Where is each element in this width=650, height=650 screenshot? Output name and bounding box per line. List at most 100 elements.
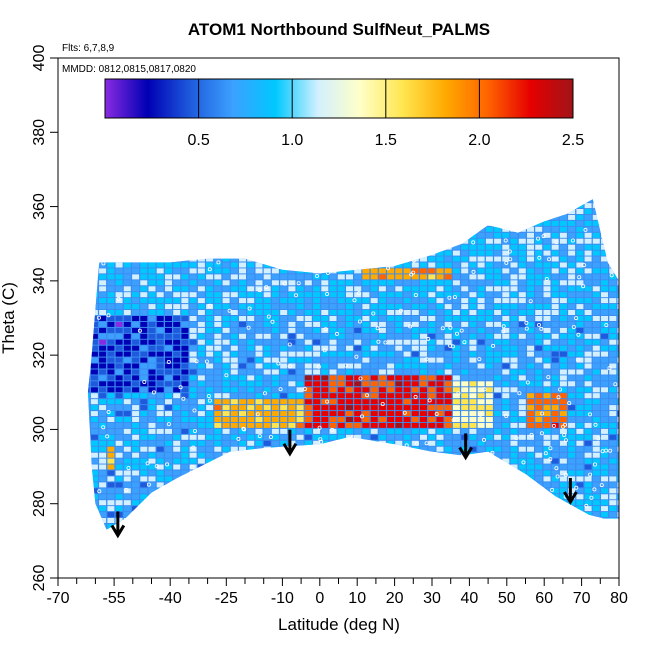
heatmap-cell [337,524,345,529]
heatmap-cell [411,452,419,458]
heatmap-cell [584,417,592,422]
heatmap-cell [403,244,411,250]
sample-point [189,471,194,476]
sample-point [541,234,546,239]
heatmap-cell [485,345,493,351]
heatmap-cell [354,351,362,357]
heatmap-cell [420,250,427,256]
heatmap-cell [436,482,444,488]
heatmap-cell [387,345,395,351]
heatmap-cell [527,482,534,488]
heatmap-cell [116,536,123,541]
heatmap-cell [559,476,567,482]
heatmap-cell [461,203,469,209]
heatmap-cell [436,292,444,298]
heatmap-cell [609,199,617,203]
heatmap-cell [354,357,362,363]
heatmap-cell [197,274,205,280]
sample-point [577,275,582,280]
heatmap-cell [428,310,436,315]
heatmap-cell [148,209,156,214]
heatmap-cell [132,262,140,268]
heatmap-cell [181,226,189,232]
heatmap-cell [83,536,90,541]
sample-point [222,490,227,495]
heatmap-cell [304,470,312,476]
heatmap-cell [568,440,576,446]
heatmap-cell [609,304,617,310]
heatmap-cell [527,333,534,339]
heatmap-cell [346,226,353,232]
heatmap-cell [404,530,411,535]
heatmap-cell [411,304,419,310]
heatmap-cell [173,446,181,452]
sample-point [562,432,567,437]
heatmap-cell [230,446,238,452]
heatmap-cell [576,310,584,315]
heatmap-cell [58,268,65,273]
heatmap-cell [584,405,592,411]
heatmap-cell [239,268,246,274]
heatmap-cell [296,464,304,470]
heatmap-cell [452,250,460,256]
heatmap-cell [288,274,296,280]
heatmap-cell [609,321,617,327]
heatmap-cells [58,199,619,541]
heatmap-cell [288,494,296,500]
heatmap-cell [477,464,485,470]
heatmap-cell [247,536,254,541]
heatmap-cell [313,524,321,529]
heatmap-cell [165,417,172,422]
heatmap-cell [584,244,592,250]
heatmap-cell [535,250,543,256]
heatmap-cell [436,220,444,226]
heatmap-cell [584,351,592,357]
heatmap-cell [485,199,493,203]
heatmap-cell [601,304,608,310]
heatmap-cell [420,422,427,428]
heatmap-cell [296,327,304,333]
heatmap-cell [477,256,485,262]
heatmap-cell [395,440,403,446]
heatmap-cell [206,333,214,339]
heatmap-cell [494,321,502,327]
heatmap-cell [87,405,90,411]
heatmap-cell [296,339,304,345]
heatmap-cell [87,494,90,500]
heatmap-cell [66,506,73,511]
heatmap-cell [609,292,617,298]
heatmap-cell [313,220,321,226]
heatmap-cell [518,470,526,476]
heatmap-cell [601,250,608,256]
heatmap-cell [477,203,485,209]
heatmap-cell [87,393,90,399]
sample-point [257,288,262,293]
heatmap-cell [436,399,444,405]
heatmap-cell [99,363,107,369]
sample-point [537,322,542,327]
heatmap-cell [469,488,477,494]
heatmap-cell [543,298,551,304]
heatmap-cell [469,220,477,226]
heatmap-cell [568,536,575,541]
heatmap-cell [362,274,370,280]
heatmap-cell [288,375,296,381]
heatmap-cell [115,434,123,440]
heatmap-cell [329,321,337,327]
heatmap-cell [190,530,197,535]
heatmap-cell [99,351,107,357]
heatmap-cell [411,524,419,529]
heatmap-cell [486,530,493,535]
heatmap-cell [592,482,600,488]
heatmap-cell [156,345,164,351]
heatmap-cell [75,417,82,422]
heatmap-cell [452,286,460,292]
heatmap-cell [354,518,362,523]
heatmap-cell [288,321,296,327]
heatmap-cell [436,333,444,339]
heatmap-cell [58,375,65,380]
heatmap-cell [485,214,493,220]
heatmap-cell [123,363,131,369]
x-tick-label: -70 [46,590,69,607]
heatmap-cell [461,339,469,345]
